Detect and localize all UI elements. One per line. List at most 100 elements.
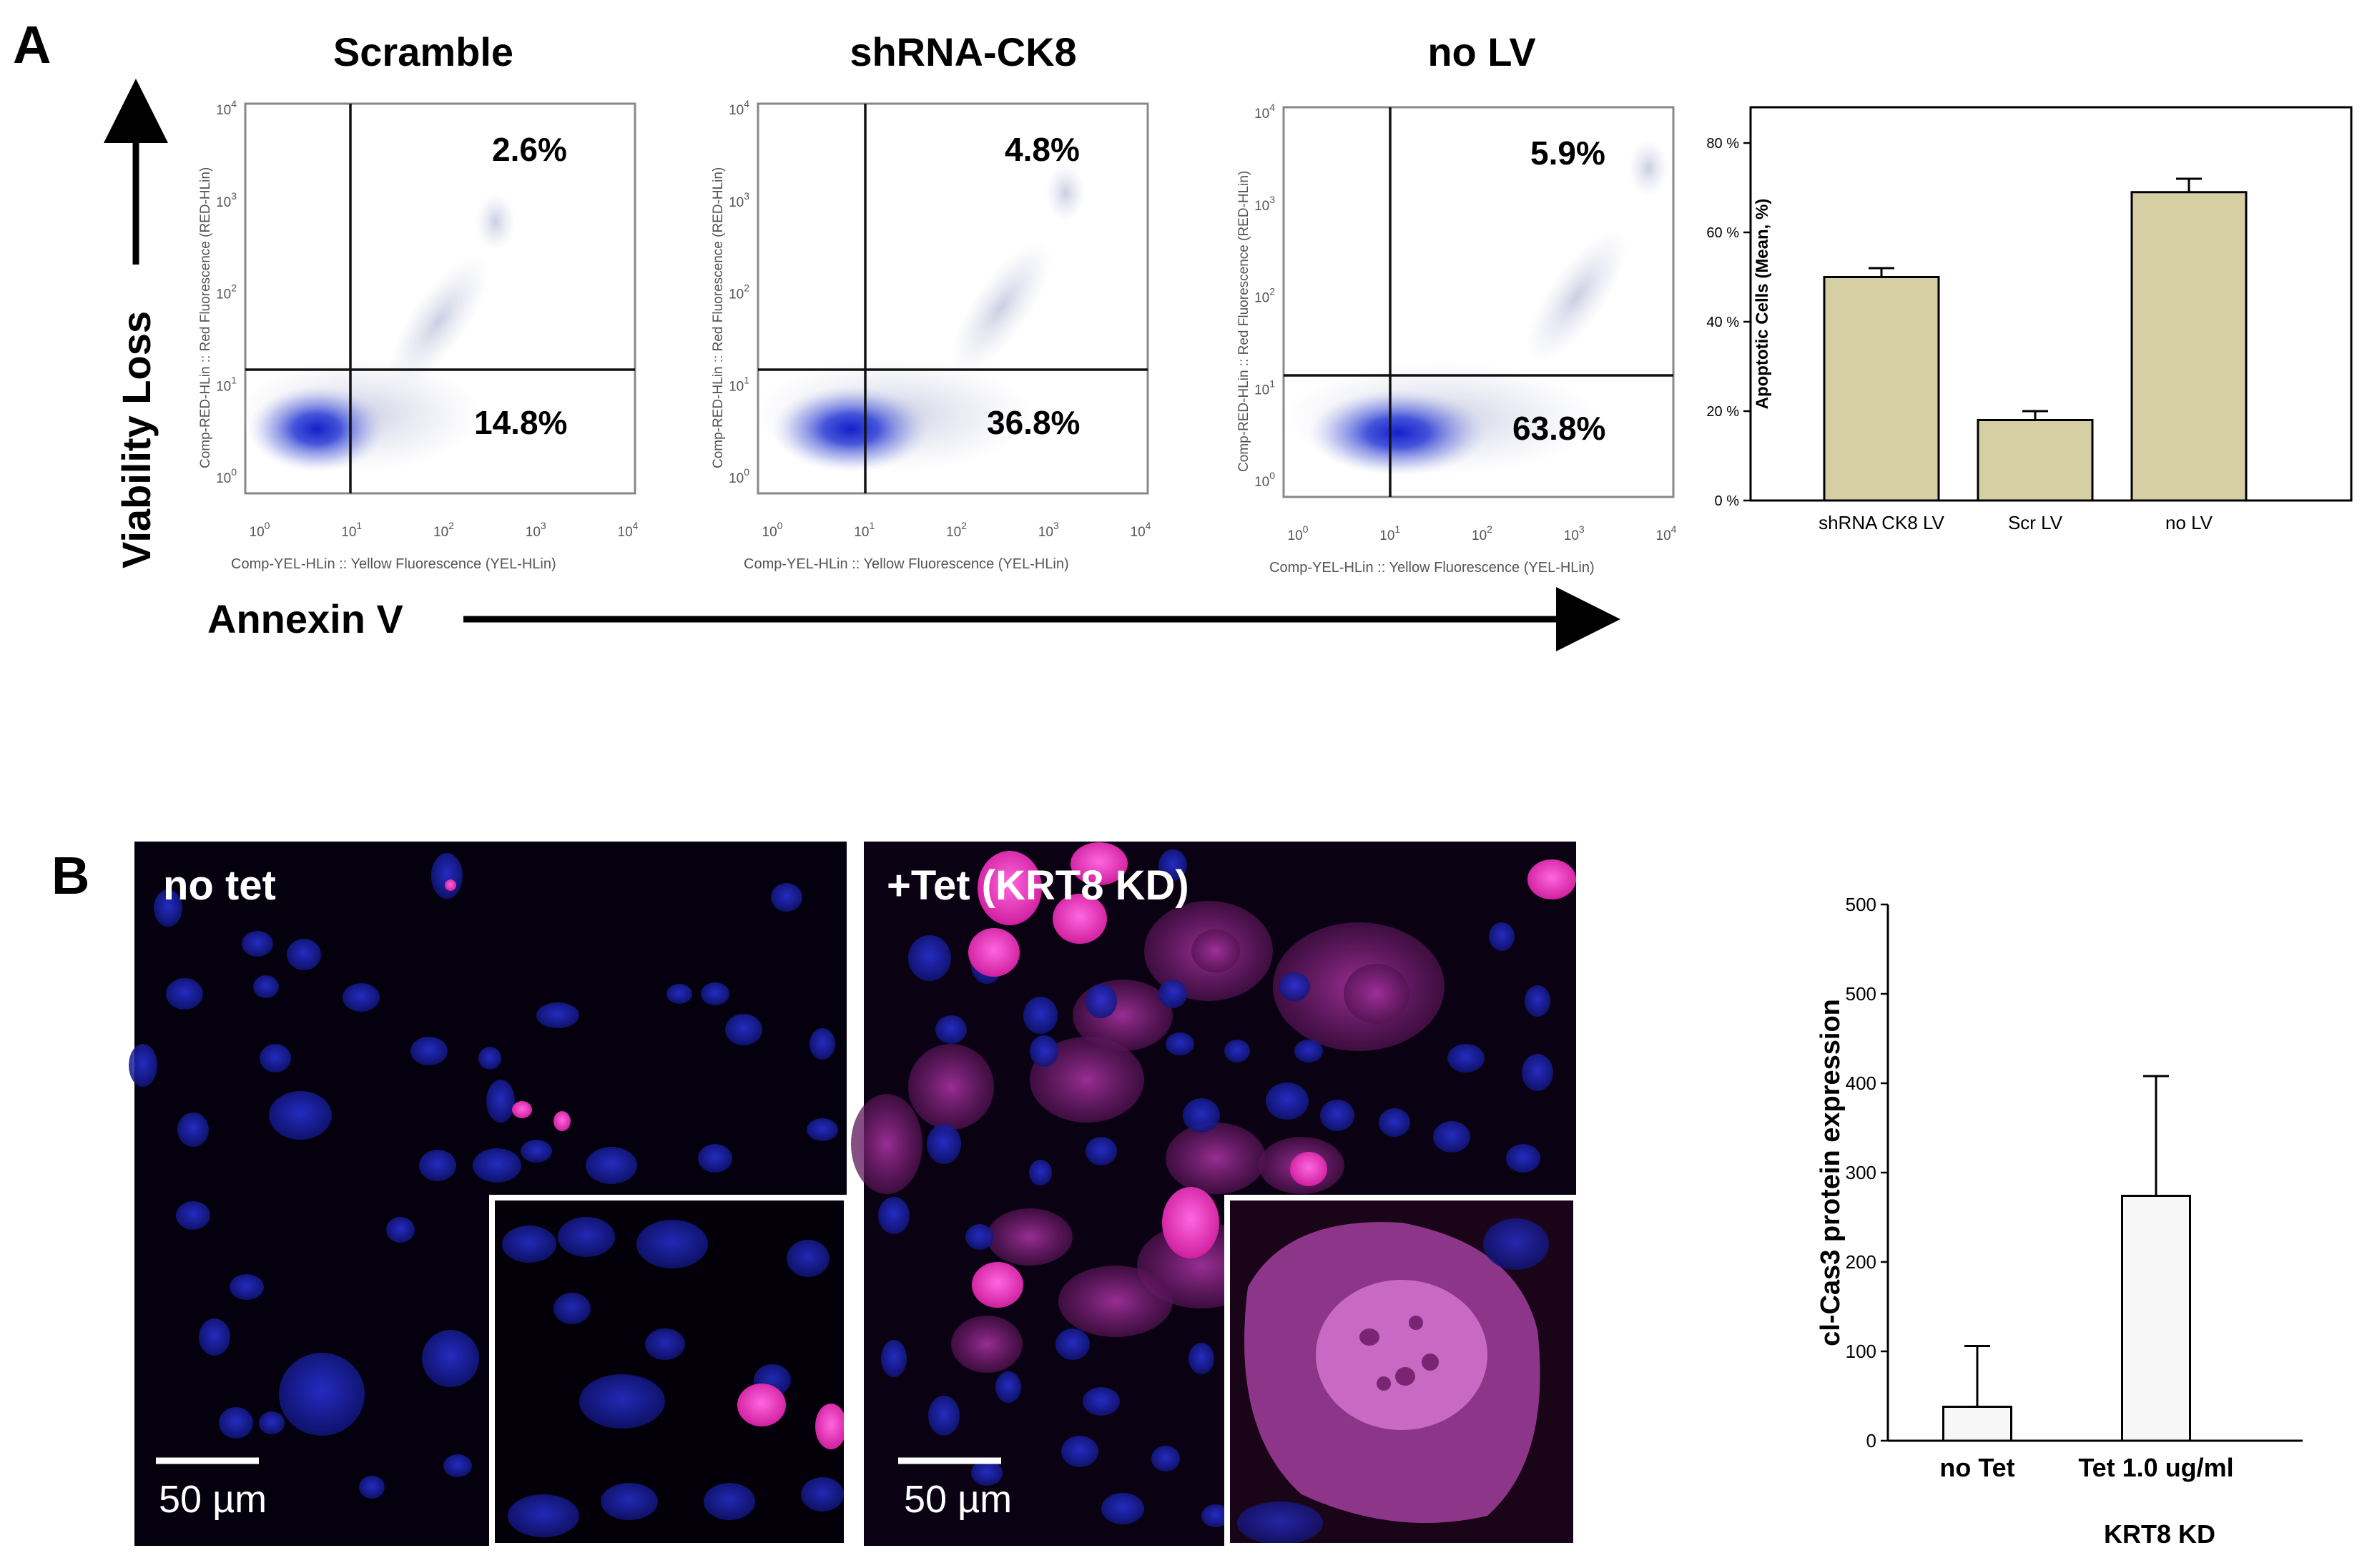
cell-nucleus: [928, 1396, 960, 1436]
cell-nucleus: [445, 879, 456, 891]
flow-y-axis-label: Comp-RED-HLin :: Red Fluorescence (RED-H…: [198, 167, 213, 468]
cell-nucleus: [359, 1476, 385, 1499]
cell-nucleus: [502, 1226, 556, 1263]
cell-nucleus: [1266, 1083, 1309, 1120]
y-tick-label: 60 %: [1706, 225, 1739, 241]
cell-nucleus: [645, 1328, 685, 1360]
flow-x-tick: 104: [1131, 520, 1151, 540]
nucleolus: [1422, 1353, 1439, 1371]
cell-nucleus: [269, 1091, 332, 1140]
density-haze: [1525, 230, 1628, 363]
cell-nucleus: [725, 1014, 762, 1045]
flow-y-tick: 104: [216, 98, 237, 118]
cell-nucleus: [698, 1144, 732, 1173]
flow-y-tick: 101: [216, 374, 237, 394]
cell-nucleus: [508, 1494, 579, 1537]
cell-nucleus: [1158, 980, 1187, 1008]
flow-y-tick: 104: [729, 98, 749, 118]
cell-nucleus: [971, 1460, 1003, 1486]
nucleolus: [1395, 1367, 1415, 1386]
cell-nucleus: [177, 1113, 209, 1147]
cell-nucleus: [978, 851, 1042, 925]
cell-nucleus: [1053, 894, 1107, 944]
cell-nucleus: [1483, 1218, 1549, 1270]
cell-nucleus: [995, 1371, 1021, 1403]
flow-y-tick: 103: [1254, 194, 1275, 214]
cell-nucleus: [636, 1220, 708, 1268]
cytoplasm: [1030, 1037, 1144, 1123]
viability-axis: Viability Loss: [104, 79, 168, 568]
cell-nucleus: [787, 1240, 830, 1277]
y-axis-title: cl-Cas3 protein expression: [1816, 999, 1846, 1346]
micrograph-no-tet: no tet 50 µm: [129, 842, 850, 1549]
cell-nucleus: [1086, 1137, 1117, 1165]
bar: [1942, 1406, 2012, 1442]
category-label: no Tet: [1939, 1453, 2014, 1482]
cytoplasm: [987, 1208, 1073, 1266]
apoptotic-cells-chart: 0 % 20 % 40 % 60 % 80 % shRNA CK8 LV Scr LV no …: [1706, 106, 2353, 533]
cell-nucleus: [801, 1477, 844, 1512]
cell-nucleus: [1158, 849, 1187, 881]
cell-nucleus: [965, 1224, 994, 1250]
cell-nucleus: [1447, 1044, 1485, 1073]
cell-nucleus: [343, 983, 380, 1012]
flow-x-tick: 100: [762, 520, 783, 540]
flow-x-tick: 103: [1038, 520, 1059, 540]
nucleolus: [1409, 1316, 1423, 1330]
flow-y-tick: 104: [1254, 102, 1275, 122]
cell-nucleus: [553, 1111, 571, 1131]
cell-nucleus: [410, 1037, 448, 1065]
y-tick-label: 80 %: [1706, 136, 1739, 152]
y-tick-label: 400: [1846, 1073, 1876, 1094]
cell-nucleus: [1237, 1502, 1323, 1544]
nucleolus: [1377, 1376, 1391, 1391]
density-core: [249, 386, 385, 472]
flow-x-tick: 104: [618, 520, 639, 540]
cell-nucleus: [260, 1044, 291, 1073]
cell-nucleus: [1201, 1504, 1230, 1527]
cell-nucleus: [553, 1293, 591, 1324]
flow-x-axis-label: Comp-YEL-HLin :: Yellow Fluorescence (YE…: [744, 556, 1069, 572]
cell-nucleus: [1023, 997, 1058, 1034]
cell-nucleus: [473, 1148, 521, 1183]
flow-y-tick: 103: [216, 190, 237, 210]
bar: [2121, 1195, 2191, 1442]
flow-x-tick: 100: [1288, 523, 1309, 543]
cell-nucleus: [1055, 1328, 1090, 1360]
cell-nucleus: [1061, 1436, 1098, 1467]
cell-nucleus: [1279, 972, 1310, 1001]
upper-right-percent: 5.9%: [1530, 134, 1605, 172]
flow-y-tick: 102: [216, 282, 237, 302]
cytoplasm: [908, 1044, 994, 1130]
flow-plot-title: shRNA-CK8: [850, 29, 1076, 74]
density-core: [1309, 390, 1487, 475]
cell-nucleus: [536, 1002, 579, 1028]
no-tet-label: no tet: [163, 862, 276, 909]
panel-b-label: B: [51, 846, 89, 905]
cell-nucleus: [601, 1483, 658, 1520]
density-haze: [1045, 164, 1086, 222]
flow-x-axis-label: Comp-YEL-HLin :: Yellow Fluorescence (YE…: [1269, 560, 1595, 576]
flow-x-tick: 104: [1656, 523, 1677, 543]
cell-nucleus: [579, 1374, 665, 1429]
inset-nucleus: [1316, 1280, 1487, 1430]
category-label: Scr LV: [2008, 512, 2063, 533]
flow-y-axis-label: Comp-RED-HLin :: Red Fluorescence (RED-H…: [711, 167, 726, 468]
y-tick-label: 40 %: [1706, 315, 1739, 330]
flow-x-axis-label: Comp-YEL-HLin :: Yellow Fluorescence (YE…: [231, 556, 556, 572]
flow-y-tick: 102: [1254, 286, 1275, 306]
cell-nucleus: [1522, 1054, 1553, 1091]
flow-y-axis-label: Comp-RED-HLin :: Red Fluorescence (RED-H…: [1236, 171, 1251, 472]
cell-nucleus: [558, 1217, 615, 1257]
cell-nucleus: [972, 1262, 1023, 1308]
y-tick-label: 200: [1846, 1251, 1876, 1273]
density-haze: [950, 241, 1053, 374]
cytoplasm: [1166, 1123, 1266, 1194]
flow-y-tick: 100: [216, 466, 237, 486]
flow-y-tick: 100: [729, 466, 749, 486]
nucleolus: [1359, 1328, 1379, 1346]
cell-nucleus: [521, 1140, 552, 1163]
annexin-axis: Annexin V: [207, 587, 1620, 651]
cell-nucleus: [279, 1353, 365, 1436]
